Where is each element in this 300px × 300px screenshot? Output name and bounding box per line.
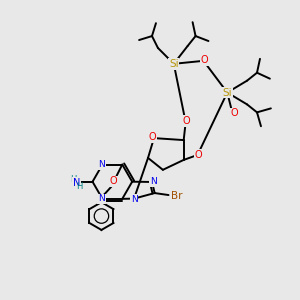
Text: O: O [230,108,238,118]
Text: N: N [98,194,105,203]
Text: O: O [183,116,190,126]
Text: O: O [201,55,208,65]
Text: Br: Br [171,191,182,201]
Text: Si: Si [169,59,178,69]
Text: O: O [195,150,203,160]
Text: N: N [73,178,80,188]
Text: N: N [131,195,137,204]
Text: N: N [150,178,156,187]
Text: N: N [98,160,105,169]
Text: H: H [76,182,83,191]
Text: H: H [70,175,77,184]
Text: O: O [110,176,117,186]
Text: O: O [148,132,156,142]
Text: Si: Si [223,88,232,98]
